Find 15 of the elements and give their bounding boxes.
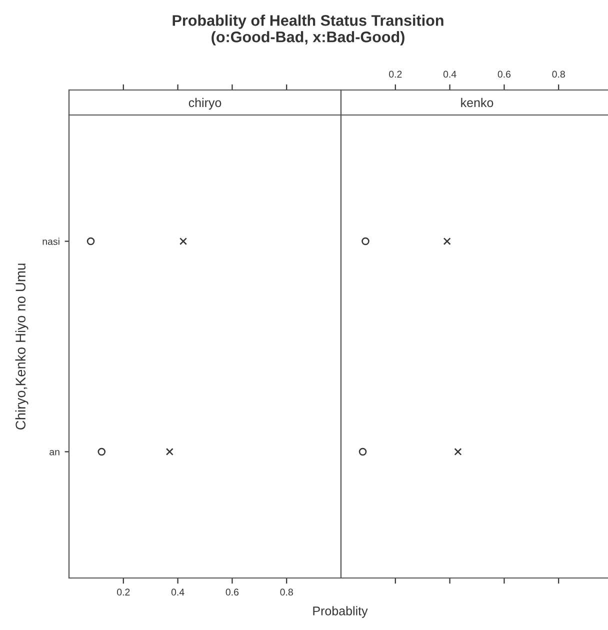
chart-subtitle: kenko <box>461 98 494 108</box>
chart-subtitle: chiryo <box>188 98 222 110</box>
x-axis-title: Probablity <box>313 606 368 618</box>
x2-tick-label: 0.8 <box>552 70 565 78</box>
x-tick-label: 0.8 <box>280 588 293 596</box>
x-tick-label: 0.6 <box>226 588 239 596</box>
x-tick-label: 0.4 <box>171 588 184 596</box>
y-tick-label: nasi <box>42 238 60 245</box>
y-tick-label: an <box>50 450 60 456</box>
x2-tick-label: 0.6 <box>498 70 511 78</box>
chart-title: Probablity of Health Status Transition (o:Good-Bad, x:Bad-Good) <box>172 14 444 46</box>
x-tick-label: 0.2 <box>117 588 130 596</box>
x2-tick-label: 0.4 <box>443 70 456 78</box>
x2-tick-label: 0.2 <box>389 70 402 78</box>
y-axis-title: Chiryo,Kenko Hiyo no Umu <box>15 264 28 430</box>
